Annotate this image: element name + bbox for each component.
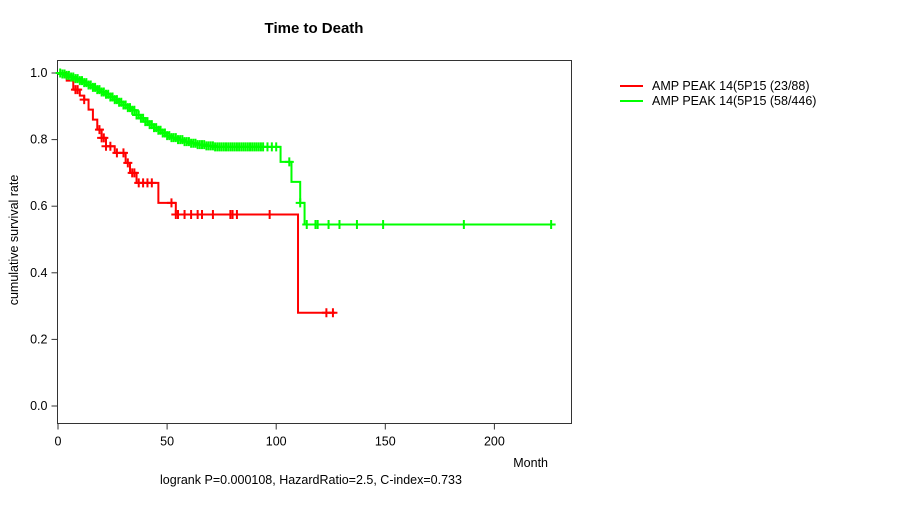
km-curve-red (58, 72, 336, 314)
censor-mark-green (352, 220, 362, 230)
censor-mark-red (79, 95, 89, 105)
censor-mark-green (313, 220, 323, 230)
plot-frame (57, 60, 572, 424)
censor-mark-green (271, 142, 281, 152)
legend-swatch-green (620, 100, 643, 102)
y-axis-tick-label: 1.0 (30, 66, 47, 80)
censor-mark-red (208, 210, 218, 220)
axes-group: 0 50 100 150 200 0.0 0.2 0.4 0.6 0.8 1.0 (30, 66, 505, 449)
y-axis-tick-label: 0.6 (30, 199, 47, 213)
legend-swatch-red (620, 85, 643, 87)
y-axis-tick-label: 0.0 (30, 399, 47, 413)
censor-mark-red (147, 178, 157, 188)
censor-mark-red (166, 198, 176, 208)
censor-mark-red (197, 210, 207, 220)
censor-mark-green (295, 198, 305, 208)
legend-item-green: AMP PEAK 14(5P15 (58/446) (620, 94, 816, 108)
x-axis-tick-label: 0 (55, 435, 62, 449)
censor-mark-green (284, 157, 294, 167)
censor-mark-red (129, 168, 139, 178)
censor-mark-green (459, 220, 469, 230)
censor-mark-red (265, 210, 275, 220)
km-curve-green (58, 72, 552, 226)
y-axis-tick-label: 0.8 (30, 133, 47, 147)
x-axis-tick-label: 100 (266, 435, 287, 449)
censor-mark-red (328, 308, 338, 318)
x-axis-title: Month (513, 456, 548, 470)
x-axis-tick-label: 200 (484, 435, 505, 449)
censor-mark-green (324, 220, 334, 230)
censor-mark-green (302, 220, 312, 230)
censor-mark-green (546, 220, 556, 230)
censor-mark-green (334, 220, 344, 230)
legend-label-red: AMP PEAK 14(5P15 (23/88) (652, 79, 810, 93)
chart-title: Time to Death (265, 20, 364, 37)
censor-mark-red (94, 125, 104, 135)
y-axis-tick-label: 0.4 (30, 266, 47, 280)
stats-annotation: logrank P=0.000108, HazardRatio=2.5, C-i… (160, 473, 462, 487)
legend-item-red: AMP PEAK 14(5P15 (23/88) (620, 79, 816, 93)
legend-label-green: AMP PEAK 14(5P15 (58/446) (652, 94, 817, 108)
censor-mark-green (378, 220, 388, 230)
x-axis-tick-label: 50 (160, 435, 174, 449)
censor-mark-green (129, 105, 139, 115)
censor-mark-red (73, 85, 83, 95)
x-axis-tick-label: 150 (375, 435, 396, 449)
curves-group (55, 68, 556, 318)
censor-mark-red (105, 141, 115, 151)
censor-mark-red (99, 133, 109, 143)
censor-mark-red (118, 148, 128, 158)
legend: AMP PEAK 14(5P15 (23/88) AMP PEAK 14(5P1… (620, 79, 816, 108)
y-axis-tick-label: 0.2 (30, 332, 47, 346)
censor-mark-red (232, 210, 242, 220)
y-axis-title: cumulative survival rate (7, 175, 21, 306)
censor-mark-red (123, 158, 133, 168)
